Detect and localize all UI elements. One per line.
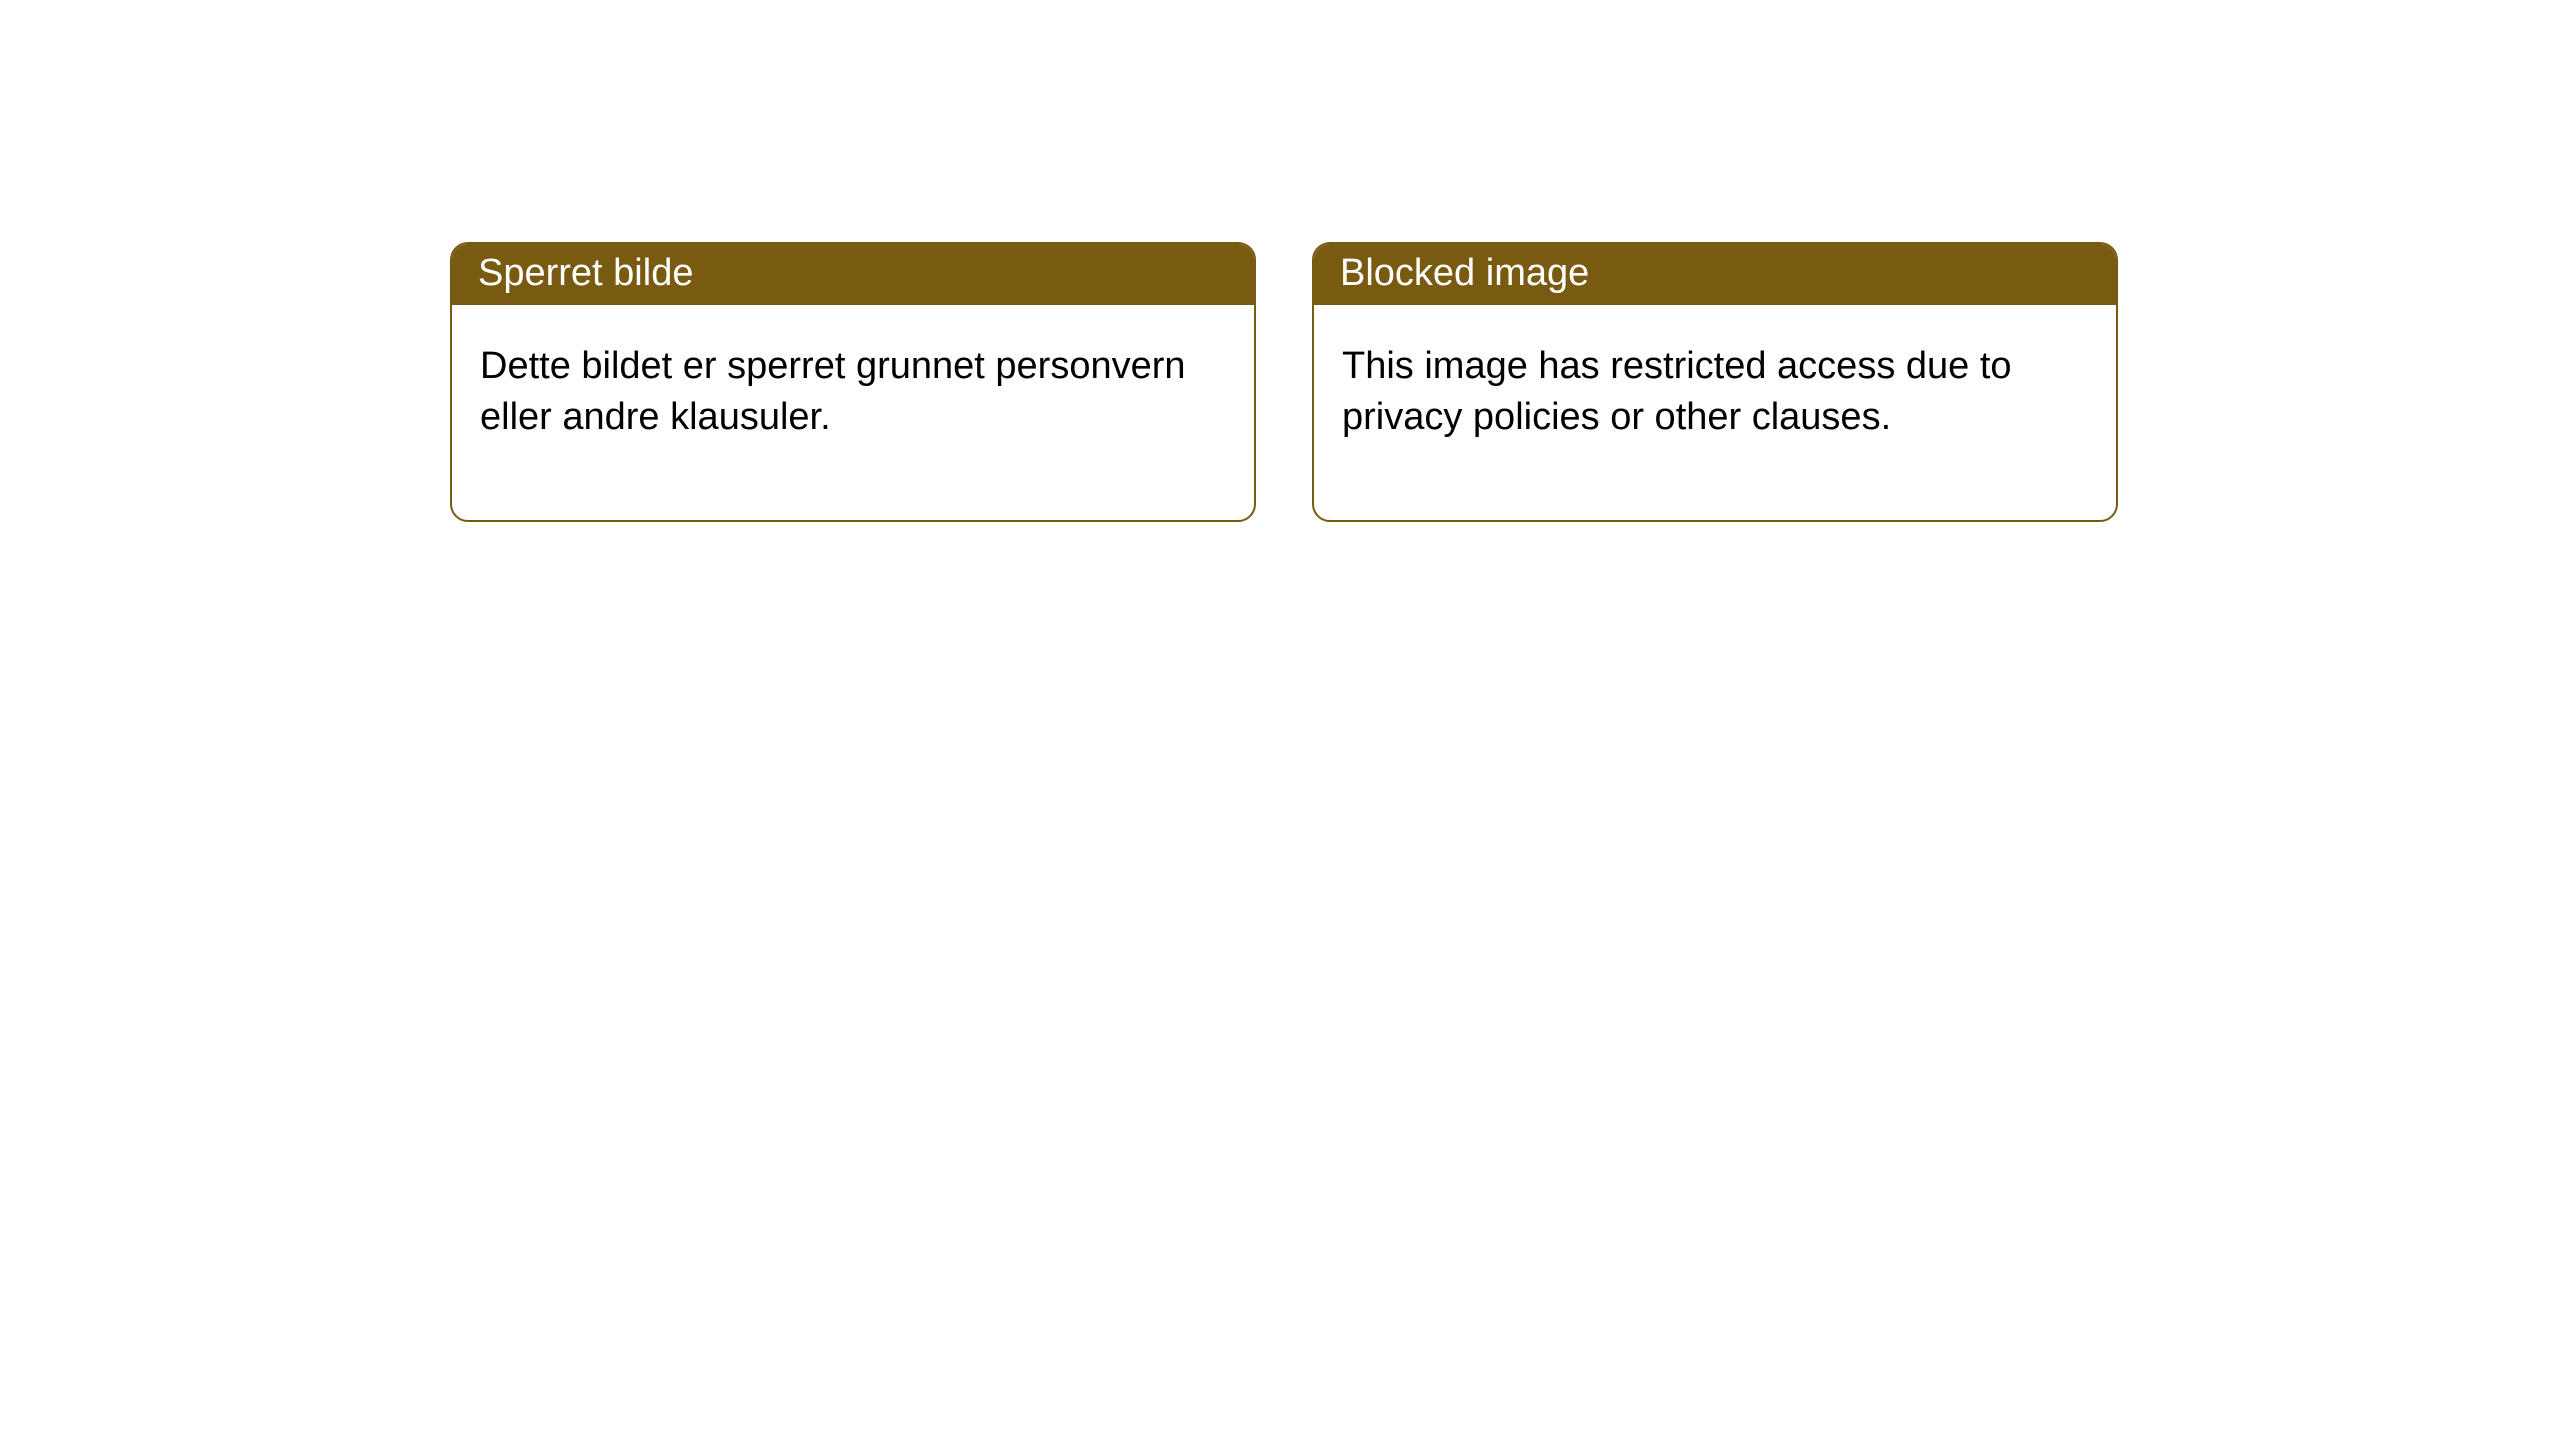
notice-title: Sperret bilde	[452, 244, 1254, 305]
notice-container: Sperret bilde Dette bildet er sperret gr…	[0, 0, 2560, 522]
notice-box-norwegian: Sperret bilde Dette bildet er sperret gr…	[450, 242, 1256, 522]
notice-title: Blocked image	[1314, 244, 2116, 305]
notice-body-text: Dette bildet er sperret grunnet personve…	[452, 305, 1254, 520]
notice-body-text: This image has restricted access due to …	[1314, 305, 2116, 520]
notice-box-english: Blocked image This image has restricted …	[1312, 242, 2118, 522]
